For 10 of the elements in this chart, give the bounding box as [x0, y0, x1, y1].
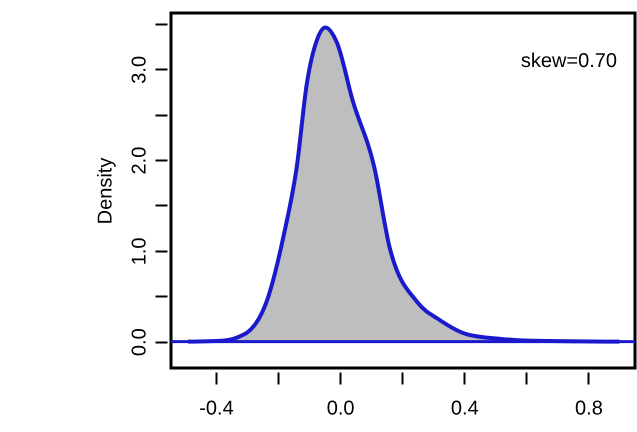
annotation: skew=0.70 [520, 50, 617, 72]
x-tick-label: 0.4 [450, 398, 479, 420]
y-tick-label: 1.0 [128, 237, 150, 266]
x-tick-label: 0.8 [575, 398, 603, 420]
x-tick-label: 0.0 [326, 398, 355, 420]
x-tick-label: -0.4 [199, 398, 234, 420]
y-axis-title: Density [94, 158, 116, 224]
y-tick-label: 3.0 [128, 56, 150, 84]
y-tick-label: 0.0 [128, 328, 150, 356]
y-tick-label: 2.0 [128, 146, 150, 174]
